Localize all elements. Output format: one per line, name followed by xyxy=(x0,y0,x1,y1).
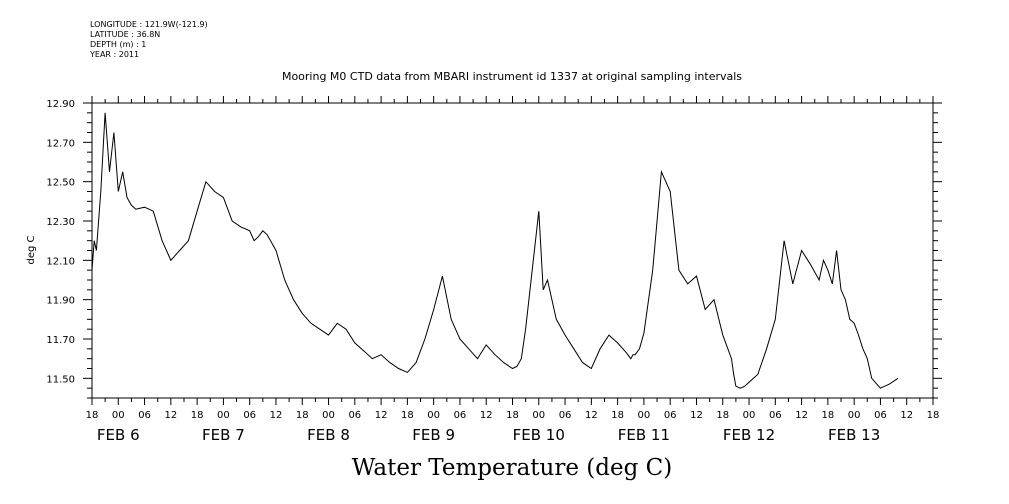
chart-title: Mooring M0 CTD data from MBARI instrumen… xyxy=(282,70,742,83)
x-tick-label: 06 xyxy=(243,410,256,421)
date-label: FEB 7 xyxy=(202,426,245,444)
x-tick-label: 12 xyxy=(585,410,598,421)
x-tick-label: 18 xyxy=(716,410,729,421)
date-label: FEB 13 xyxy=(828,426,880,444)
metadata-block: LONGITUDE : 121.9W(-121.9) LATITUDE : 36… xyxy=(90,20,208,60)
longitude-label: LONGITUDE : 121.9W(-121.9) xyxy=(90,20,208,29)
y-tick-label: 12.30 xyxy=(46,217,75,228)
plot-frame xyxy=(91,102,934,399)
y-tick-label: 12.90 xyxy=(46,99,75,110)
y-axis-label: deg C xyxy=(26,235,37,264)
y-tick-label: 12.50 xyxy=(46,178,75,189)
x-tick-label: 00 xyxy=(638,410,651,421)
x-tick-label: 18 xyxy=(296,410,309,421)
x-tick-label: 18 xyxy=(401,410,414,421)
x-tick-label: 12 xyxy=(164,410,177,421)
date-label: FEB 6 xyxy=(97,426,140,444)
x-tick-label: 00 xyxy=(743,410,756,421)
x-tick-label: 18 xyxy=(822,410,835,421)
x-tick-label: 18 xyxy=(191,410,204,421)
y-tick-label: 11.90 xyxy=(46,296,75,307)
x-tick-label: 00 xyxy=(322,410,335,421)
y-tick-labels: 11.50 11.70 11.90 12.10 12.30 12.50 12.70 12.90 xyxy=(46,99,75,385)
y-tick-label: 12.10 xyxy=(46,256,75,267)
latitude-label: LATITUDE : 36.8N xyxy=(90,30,161,39)
x-tick-label: 06 xyxy=(454,410,467,421)
x-tick-label: 00 xyxy=(848,410,861,421)
y-tick-label: 11.50 xyxy=(46,374,75,385)
x-tick-label: 06 xyxy=(769,410,782,421)
x-tick-label: 12 xyxy=(690,410,703,421)
x-tick-label: 06 xyxy=(138,410,151,421)
series-line-water-temperature xyxy=(91,112,899,389)
x-tick-label: 12 xyxy=(375,410,388,421)
x-tick-labels: 18 00 06 12 18 00 06 12 18 00 06 12 18 00 06 12 18 00 06 12… xyxy=(86,410,940,421)
date-label: FEB 8 xyxy=(307,426,350,444)
x-tick-label: 18 xyxy=(506,410,519,421)
date-label: FEB 9 xyxy=(412,426,455,444)
y-tick-label: 11.70 xyxy=(46,335,75,346)
x-tick-label: 00 xyxy=(532,410,545,421)
x-tick-label: 12 xyxy=(270,410,283,421)
x-tick-label: 18 xyxy=(86,410,99,421)
x-tick-label: 06 xyxy=(874,410,887,421)
x-tick-label: 18 xyxy=(927,410,940,421)
year-label: YEAR : 2011 xyxy=(90,50,140,59)
x-tick-label: 06 xyxy=(559,410,572,421)
x-tick-label: 18 xyxy=(611,410,624,421)
x-tick-label: 12 xyxy=(900,410,913,421)
x-tick-label: 00 xyxy=(427,410,440,421)
axis-ticks xyxy=(83,96,942,405)
date-label: FEB 12 xyxy=(723,426,775,444)
x-tick-label: 12 xyxy=(480,410,493,421)
x-tick-label: 00 xyxy=(112,410,125,421)
x-axis-label: Water Temperature (deg C) xyxy=(352,455,672,481)
x-tick-label: 12 xyxy=(795,410,808,421)
depth-label: DEPTH (m) : 1 xyxy=(90,40,147,49)
x-tick-label: 06 xyxy=(348,410,361,421)
y-tick-label: 12.70 xyxy=(46,138,75,149)
date-label: FEB 11 xyxy=(618,426,670,444)
x-tick-label: 06 xyxy=(664,410,677,421)
date-label: FEB 10 xyxy=(513,426,565,444)
date-labels: FEB 6 FEB 7 FEB 8 FEB 9 FEB 10 FEB 11 FEB 12 FE… xyxy=(97,426,880,444)
x-tick-label: 00 xyxy=(217,410,230,421)
